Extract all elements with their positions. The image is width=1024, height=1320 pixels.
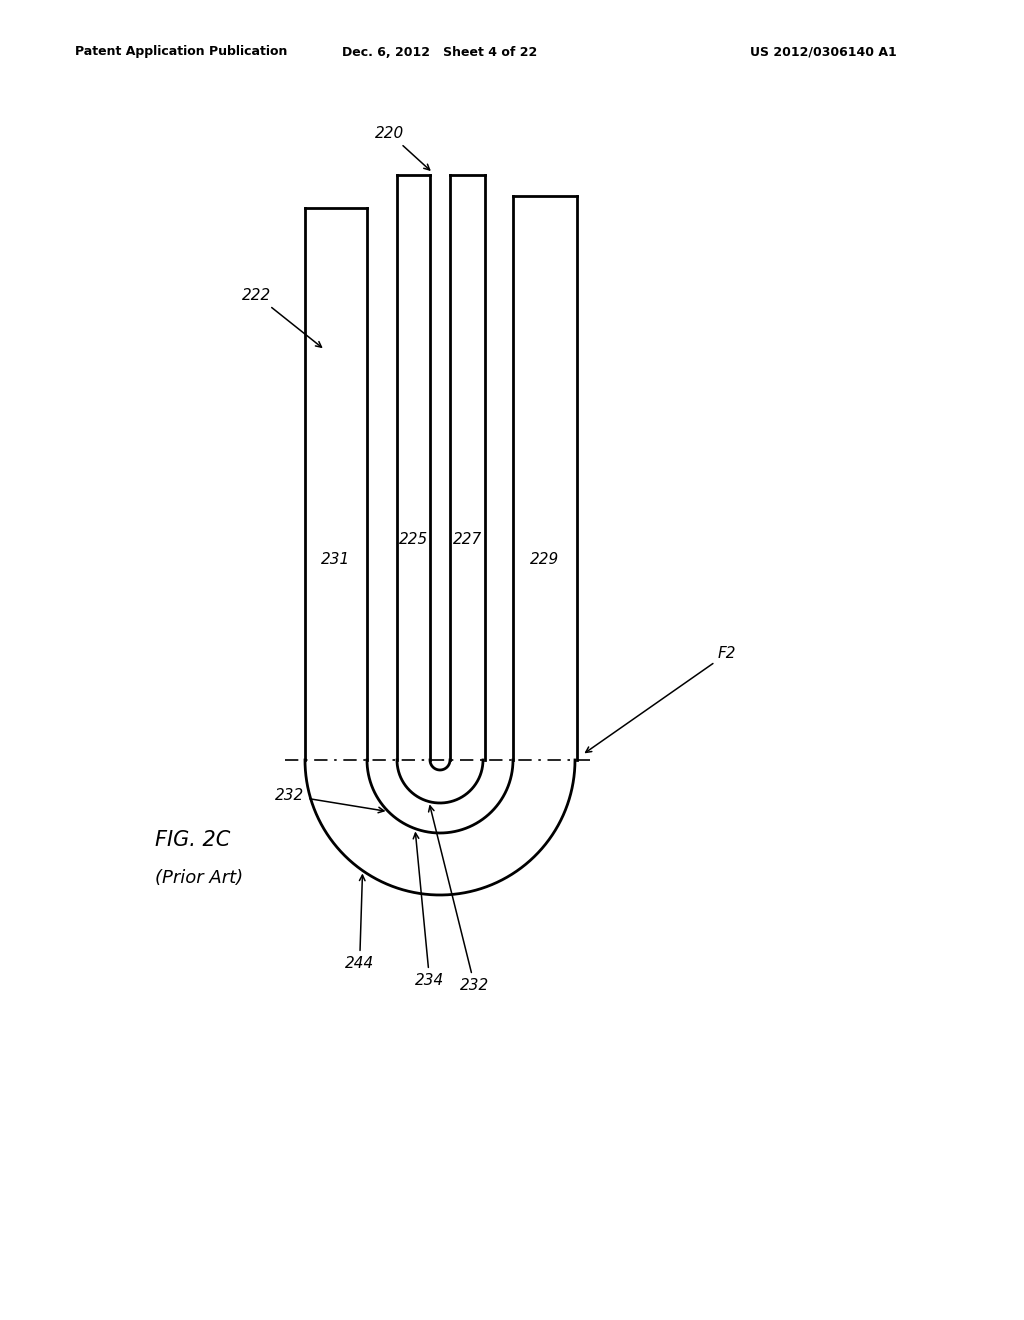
Text: F2: F2 — [586, 645, 736, 752]
Text: 234: 234 — [414, 833, 444, 987]
Text: Dec. 6, 2012   Sheet 4 of 22: Dec. 6, 2012 Sheet 4 of 22 — [342, 45, 538, 58]
Text: 232: 232 — [429, 807, 489, 993]
Text: 229: 229 — [530, 553, 560, 568]
Text: Patent Application Publication: Patent Application Publication — [75, 45, 288, 58]
Text: 232: 232 — [275, 788, 384, 813]
Text: 225: 225 — [399, 532, 428, 548]
Text: 220: 220 — [375, 125, 430, 170]
Text: (Prior Art): (Prior Art) — [155, 869, 243, 887]
Text: FIG. 2C: FIG. 2C — [155, 830, 230, 850]
Text: 227: 227 — [453, 532, 482, 548]
Text: 244: 244 — [345, 875, 374, 972]
Text: 231: 231 — [322, 553, 350, 568]
Text: 222: 222 — [242, 288, 322, 347]
Text: US 2012/0306140 A1: US 2012/0306140 A1 — [750, 45, 897, 58]
